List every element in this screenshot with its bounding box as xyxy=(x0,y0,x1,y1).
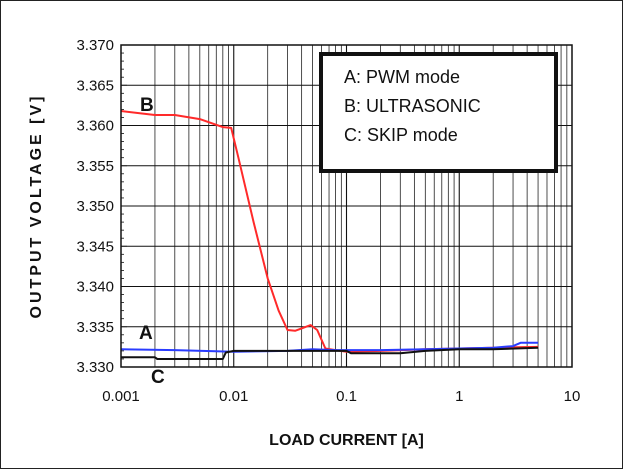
y-tick-label: 3.365 xyxy=(76,77,114,94)
series-C-line xyxy=(121,346,539,360)
y-tick-label: 3.340 xyxy=(76,279,114,296)
y-tick-label: 3.370 xyxy=(76,37,114,54)
y-tick-labels: 3.330 3.335 3.340 3.345 3.350 3.355 3.360 3.365… xyxy=(76,37,114,376)
series-annotations: A B C xyxy=(139,95,165,388)
legend-entry: A: PWM mode xyxy=(344,67,460,87)
y-tick-label: 3.355 xyxy=(76,158,114,175)
y-axis-label: OUTPUT VOLTAGE [V] xyxy=(28,94,45,319)
series-annotation-B: B xyxy=(140,95,154,116)
y-tick-label: 3.360 xyxy=(76,118,114,135)
series-annotation-C: C xyxy=(151,367,165,388)
y-tick-label: 3.335 xyxy=(76,319,114,336)
series-annotation-A: A xyxy=(139,323,153,344)
plot-area-border xyxy=(120,44,573,368)
legend: A: PWM mode B: ULTRASONIC C: SKIP mode xyxy=(319,52,558,173)
x-tick-label: 0.001 xyxy=(102,388,140,405)
x-tick-label: 10 xyxy=(564,388,581,405)
y-tick-label: 3.330 xyxy=(76,359,114,376)
x-tick-label: 0.01 xyxy=(219,388,248,405)
x-axis-label: LOAD CURRENT [A] xyxy=(269,432,424,449)
legend-entry: C: SKIP mode xyxy=(344,125,458,145)
series-group xyxy=(120,110,539,360)
legend-box xyxy=(319,52,558,173)
x-tick-label: 0.1 xyxy=(336,388,357,405)
y-tick-label: 3.345 xyxy=(76,238,114,255)
legend-entry: B: ULTRASONIC xyxy=(344,96,481,116)
y-tick-label: 3.350 xyxy=(76,198,114,215)
x-tick-labels: 0.001 0.01 0.1 1 10 xyxy=(102,388,580,405)
x-tick-label: 1 xyxy=(455,388,463,405)
